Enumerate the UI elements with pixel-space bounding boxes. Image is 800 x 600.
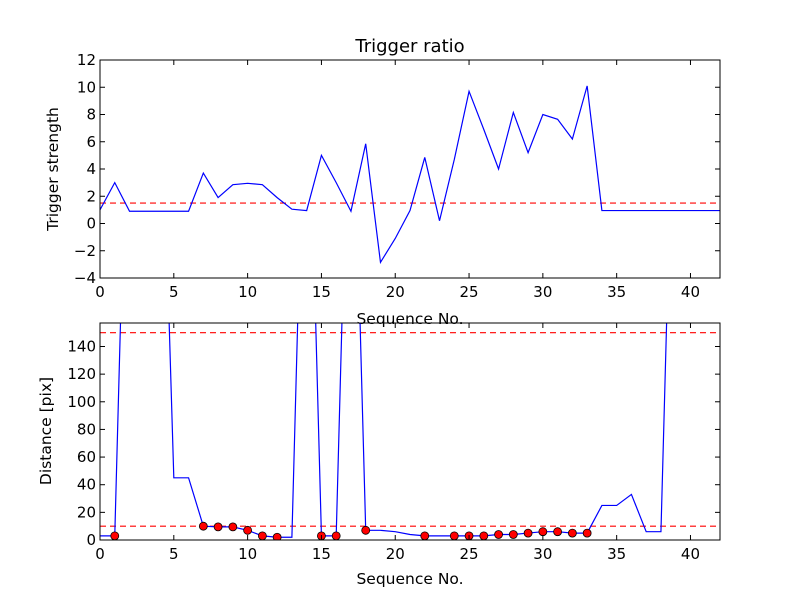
data-point	[272, 532, 282, 540]
x-tick-label: 35	[607, 283, 626, 301]
data-point	[538, 527, 548, 537]
y-tick-label: 120	[67, 365, 96, 383]
y-tick-label: 100	[67, 393, 96, 411]
y-tick-label: 2	[86, 187, 96, 205]
x-tick-label: 25	[460, 545, 479, 563]
y-tick-label: 0	[86, 215, 96, 233]
y-tick-label: 60	[77, 448, 96, 466]
y-tick-label: 6	[86, 133, 96, 151]
x-tick-label: 5	[169, 545, 179, 563]
y-tick-label: 8	[86, 106, 96, 124]
y-tick-label: −4	[74, 269, 96, 287]
data-layer	[100, 323, 720, 540]
data-point	[553, 527, 563, 537]
data-point	[494, 530, 503, 539]
y-tick-label: 80	[77, 420, 96, 438]
x-tick-label: 30	[533, 283, 552, 301]
y-tick-label: 0	[86, 531, 96, 549]
y-axis-label: Distance [pix]	[37, 377, 55, 485]
x-tick-label: 30	[533, 545, 552, 563]
data-point	[508, 530, 518, 539]
data-point	[257, 531, 267, 540]
x-axis-label: Sequence No.	[356, 570, 463, 588]
trigger-ratio-chart: Trigger ratio Sequence No. Trigger stren…	[44, 36, 721, 328]
series-line	[100, 323, 668, 538]
x-tick-label: 40	[681, 283, 700, 301]
y-axis-label: Trigger strength	[44, 107, 62, 232]
x-tick-label: 20	[386, 545, 405, 563]
y-tick-label: 12	[77, 51, 96, 69]
data-point	[567, 528, 577, 538]
data-point	[479, 531, 489, 540]
x-tick-label: 15	[312, 283, 331, 301]
data-point	[331, 531, 341, 540]
series-line	[100, 85, 720, 265]
axes-frame	[99, 322, 721, 541]
y-tick-label: 4	[86, 160, 96, 178]
x-tick-label: 35	[607, 545, 626, 563]
plot-area: 0 5 10 15 20 25 30 35 40 0 20 40 60 80 100 120 140	[67, 322, 721, 563]
data-point	[198, 521, 208, 531]
distance-chart: Sequence No. Distance [pix] 0 5 10 15 20 25 30…	[37, 322, 721, 588]
x-tick-label: 0	[95, 283, 105, 301]
y-tick-label: 140	[67, 337, 96, 355]
x-axis-label: Sequence No.	[356, 310, 463, 328]
x-tick-label: 0	[95, 545, 105, 563]
axes-frame	[99, 59, 721, 279]
data-point	[420, 531, 430, 540]
data-point	[243, 525, 253, 535]
x-tick-label: 10	[238, 283, 257, 301]
data-point	[361, 525, 371, 535]
data-point	[228, 522, 238, 532]
x-tick-label: 20	[386, 283, 405, 301]
plot-area: 0 5 10 15 20 25 30 35 40 −4 −2 0 2 4 6 8 10 12	[74, 51, 721, 301]
y-tick-label: 20	[77, 503, 96, 521]
data-point	[523, 528, 533, 538]
x-tick-label: 15	[312, 545, 331, 563]
data-layer	[100, 85, 720, 265]
data-point	[110, 531, 120, 540]
x-tick-label: 5	[169, 283, 179, 301]
chart-title: Trigger ratio	[354, 36, 464, 57]
y-tick-label: 40	[77, 476, 96, 494]
data-point	[213, 522, 223, 532]
x-tick-label: 10	[238, 545, 257, 563]
y-tick-label: 10	[77, 78, 96, 96]
data-point	[449, 531, 459, 540]
x-tick-label: 40	[681, 545, 700, 563]
y-tick-label: −2	[74, 242, 96, 260]
x-tick-label: 25	[460, 283, 479, 301]
data-point	[582, 528, 592, 538]
